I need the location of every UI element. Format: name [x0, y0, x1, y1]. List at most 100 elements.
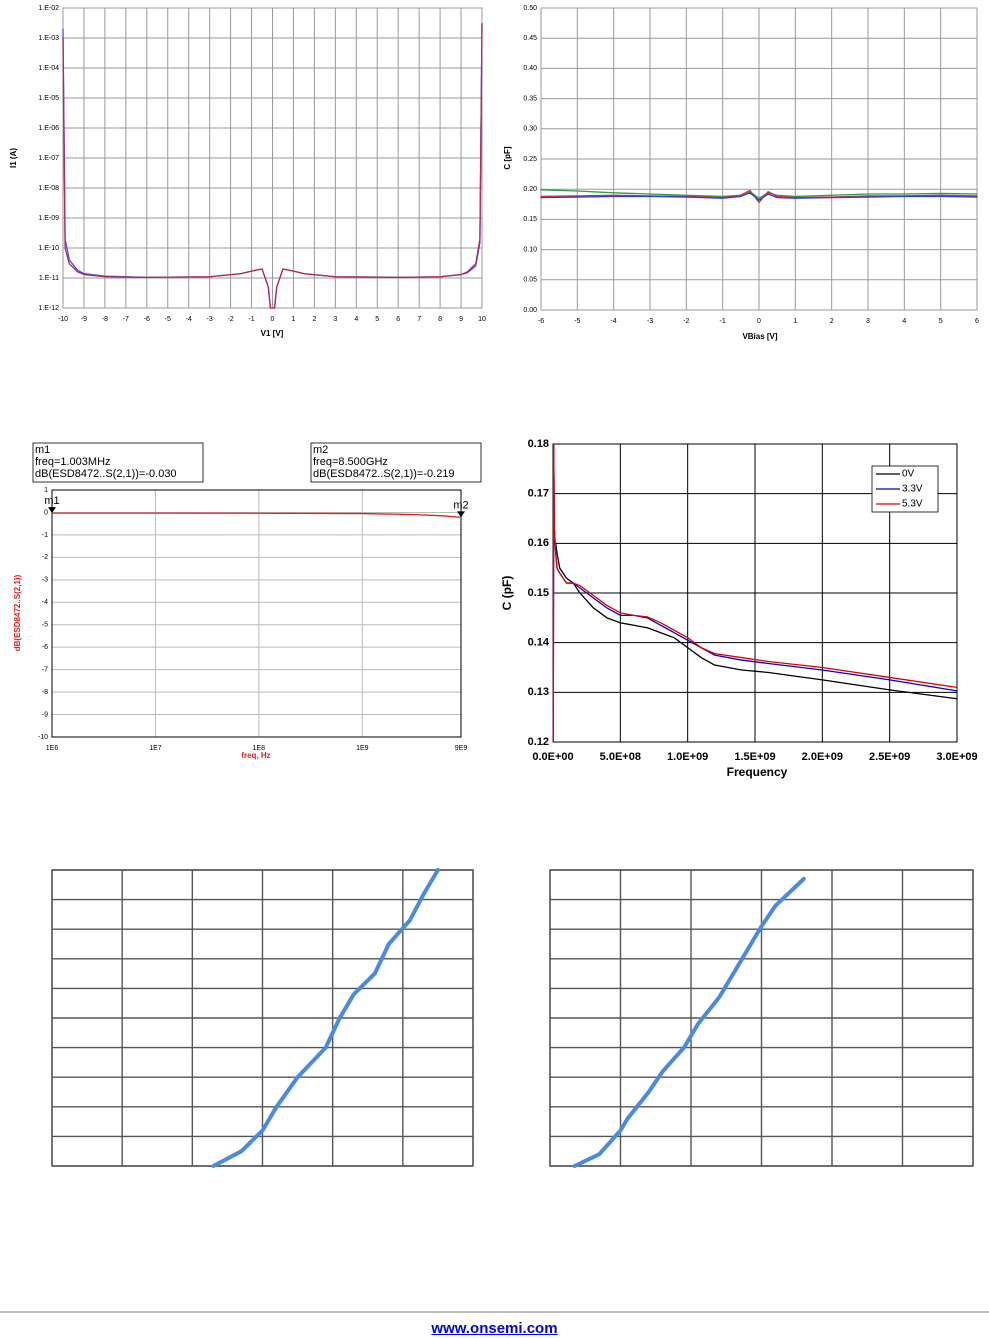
x-tick-label: 3: [866, 318, 870, 325]
x-tick-label: -4: [186, 316, 192, 323]
x-tick-label: -6: [538, 318, 544, 325]
x-tick-label: 0: [757, 318, 761, 325]
series-line: [552, 443, 958, 743]
y-tick-label: 0.20: [523, 186, 537, 193]
y-tick-label: 1.E-02: [38, 5, 59, 12]
x-tick-label: -1: [720, 318, 726, 325]
marker-text: freq=8.500GHz: [313, 456, 388, 468]
y-tick-label: 0.12: [528, 736, 549, 748]
x-tick-label: 0: [271, 316, 275, 323]
y-tick-label: 0.00: [523, 307, 537, 314]
y-tick-label: 0.15: [528, 587, 549, 599]
series-line: [62, 23, 483, 309]
y-tick-label: 0.13: [528, 686, 549, 698]
y-tick-label: -10: [38, 734, 48, 741]
x-tick-label: -2: [227, 316, 233, 323]
plot-frame: [549, 869, 974, 1167]
plot-frame: [51, 869, 474, 1167]
y-tick-label: -2: [42, 554, 48, 561]
y-tick-label: 0.35: [523, 95, 537, 102]
marker-box: [310, 442, 482, 483]
marker-label: m2: [453, 499, 468, 511]
marker-triangle: [457, 511, 465, 518]
x-tick-label: -4: [611, 318, 617, 325]
x-axis-label: V1 [V]: [261, 329, 284, 338]
x-tick-label: 10: [478, 316, 486, 323]
footer-rule: [0, 1311, 989, 1313]
y-axis-label: C [pF]: [503, 146, 512, 169]
marker-text: m1: [35, 444, 50, 456]
charts: -10 -9 -8 -7 -6 -5 -4 -3 -2 -1 0 1 2 3 4 5 6 7 8 9 101.E-121…: [9, 5, 979, 1168]
x-tick-label: 1E8: [253, 745, 266, 752]
x-tick-label: 1E9: [356, 745, 369, 752]
x-tick-label: 3.0E+09: [936, 751, 977, 763]
y-tick-label: 1: [44, 487, 48, 494]
x-tick-label: 0.0E+00: [532, 751, 573, 763]
y-tick-label: 1.E-04: [38, 65, 59, 72]
x-tick-label: 7: [417, 316, 421, 323]
plot-frame: [540, 7, 978, 311]
x-tick-label: 4: [354, 316, 358, 323]
y-tick-label: 1.E-11: [39, 275, 59, 282]
series-line: [540, 192, 978, 201]
x-axis-label: Frequency: [727, 765, 788, 779]
y-tick-label: -3: [42, 577, 48, 584]
marker-text: freq=1.003MHz: [35, 456, 111, 468]
y-tick-label: 0.25: [523, 156, 537, 163]
y-tick-label: 1.E-06: [38, 125, 59, 132]
x-tick-label: 4: [902, 318, 906, 325]
legend-label: 0V: [902, 469, 915, 480]
y-tick-label: 0.16: [528, 537, 549, 549]
x-tick-label: 2.5E+09: [869, 751, 910, 763]
y-tick-label: 0.30: [523, 126, 537, 133]
y-tick-label: -5: [42, 622, 48, 629]
x-tick-label: 1: [793, 318, 797, 325]
y-tick-label: 1.E-10: [38, 245, 59, 252]
footer-link[interactable]: www.onsemi.com: [431, 1320, 558, 1337]
y-tick-label: 1.E-05: [38, 95, 59, 102]
x-tick-label: -5: [574, 318, 580, 325]
x-tick-label: -1: [248, 316, 254, 323]
series-line: [51, 512, 462, 519]
x-tick-label: -7: [123, 316, 129, 323]
x-tick-label: 9: [459, 316, 463, 323]
y-tick-label: -8: [42, 689, 48, 696]
marker-box: [32, 442, 204, 483]
legend-label: 3.3V: [902, 484, 923, 495]
x-tick-label: -2: [683, 318, 689, 325]
marker-label: m1: [44, 495, 59, 507]
x-tick-label: 3: [333, 316, 337, 323]
marker-text: dB(ESD8472..S(2,1))=-0.219: [313, 468, 455, 480]
y-tick-label: 0.40: [523, 65, 537, 72]
x-tick-label: 5: [375, 316, 379, 323]
series-line: [211, 868, 440, 1168]
x-tick-label: 5.0E+08: [600, 751, 641, 763]
legend-label: 5.3V: [902, 499, 923, 510]
y-tick-label: 0.45: [523, 35, 537, 42]
series-line: [540, 189, 978, 199]
y-tick-label: -9: [42, 711, 48, 718]
x-tick-label: 8: [438, 316, 442, 323]
y-tick-label: 1.E-07: [38, 155, 59, 162]
x-tick-label: 2: [830, 318, 834, 325]
marker-text: dB(ESD8472..S(2,1))=-0.030: [35, 468, 177, 480]
series-line: [540, 189, 978, 204]
y-tick-label: 1.E-12: [38, 305, 59, 312]
y-tick-label: 0.14: [528, 637, 550, 649]
x-tick-label: 1.0E+09: [667, 751, 708, 763]
x-tick-label: 6: [396, 316, 400, 323]
x-tick-label: -3: [207, 316, 213, 323]
y-tick-label: 0.17: [528, 488, 549, 500]
x-tick-label: 2.0E+09: [802, 751, 843, 763]
y-axis-label: C (pF): [500, 576, 514, 611]
x-tick-label: -5: [165, 316, 171, 323]
y-tick-label: 0.18: [528, 438, 549, 450]
x-tick-label: -10: [58, 316, 68, 323]
y-tick-label: 0: [44, 509, 48, 516]
y-axis-label: I1 (A): [9, 148, 18, 168]
marker-text: m2: [313, 444, 328, 456]
x-tick-label: -6: [144, 316, 150, 323]
y-tick-label: -4: [42, 599, 48, 606]
y-tick-label: 0.50: [523, 5, 537, 12]
